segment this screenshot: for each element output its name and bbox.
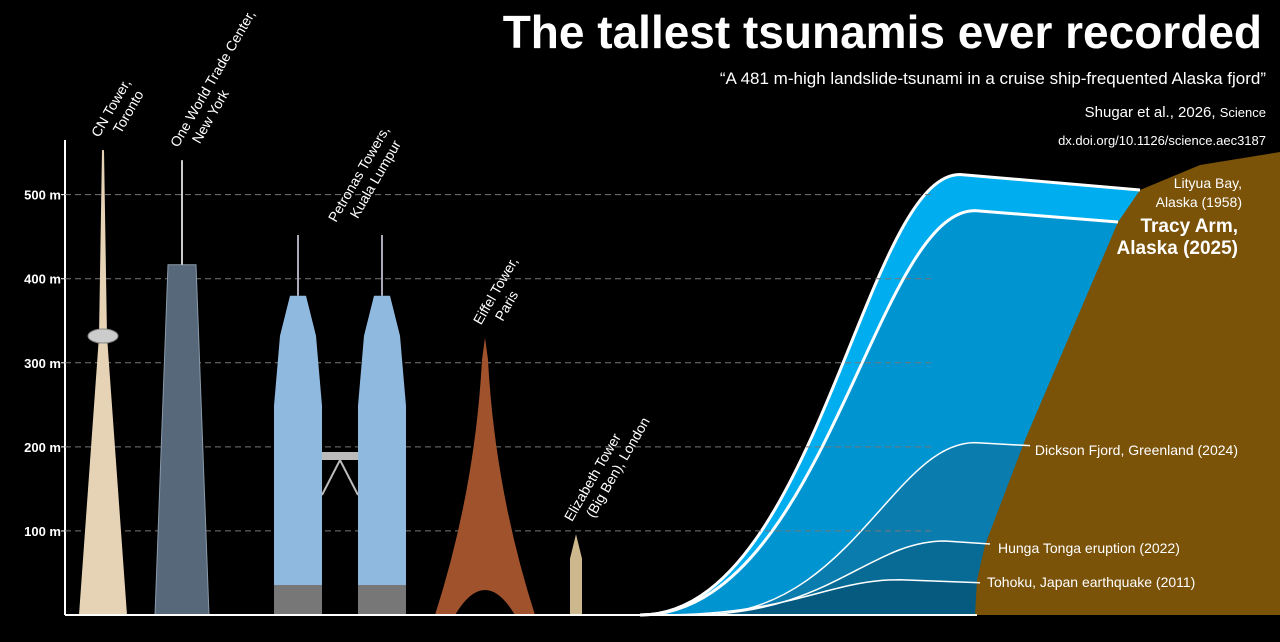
building [570,534,582,615]
crests [639,172,1141,617]
citation: Shugar et al., 2026, Science [1085,104,1266,121]
wave-crest [699,441,1031,616]
tsunami-label: Tracy Arm, Alaska (2025) [1117,216,1238,259]
tsunami-label-line: Lityua Bay, [1174,175,1242,191]
citation-authors: Shugar et al., 2026, [1085,104,1220,121]
tsunami-label-line: Alaska (2025) [1117,238,1238,259]
building [358,295,406,615]
building-pod [87,328,119,344]
skybridge-legs [321,457,359,496]
y-tick-label: 100 m [24,524,61,539]
y-tick-label: 400 m [24,272,61,287]
wave-crest [659,578,981,616]
doi: dx.doi.org/10.1126/science.aec3187 [1058,133,1266,148]
chart-subtitle: “A 481 m-high landslide-tsunami in a cru… [720,69,1267,88]
y-tick-label: 300 m [24,356,61,371]
chart-title: The tallest tsunamis ever recorded [503,6,1262,58]
layer: 100 m 200 m 300 m 400 m 500 m Lityua Bay, Alas… [24,7,1242,616]
wave [660,579,980,615]
wave-crest [639,172,1141,617]
y-tick-label: 200 m [24,440,61,455]
building-base [274,585,322,615]
building [435,337,535,615]
skybridge [322,452,358,460]
wave-crest [689,540,991,616]
tsunami-label: Lityua Bay, Alaska (1958) [1156,175,1242,210]
building-base [358,585,406,615]
wave-crest [639,209,1119,617]
tsunami-label: Dickson Fjord, Greenland (2024) [1035,442,1238,458]
tsunami-label-line: Alaska (1958) [1156,194,1242,210]
building [274,295,322,615]
tsunami-label-line: Dickson Fjord, Greenland (2024) [1035,442,1238,458]
eiffel-deck [462,531,508,537]
tsunami-label-line: Tracy Arm, [1140,216,1238,237]
citation-journal: Science [1220,105,1266,120]
tsunami-label-line: Tohoku, Japan earthquake (2011) [987,574,1195,590]
tsunami-label-line: Hunga Tonga eruption (2022) [998,540,1180,556]
y-tick-label: 500 m [24,188,61,203]
tsunami-label: Tohoku, Japan earthquake (2011) [987,574,1195,590]
land [975,152,1280,615]
tsunami-label: Hunga Tonga eruption (2022) [998,540,1180,556]
building [79,150,127,615]
